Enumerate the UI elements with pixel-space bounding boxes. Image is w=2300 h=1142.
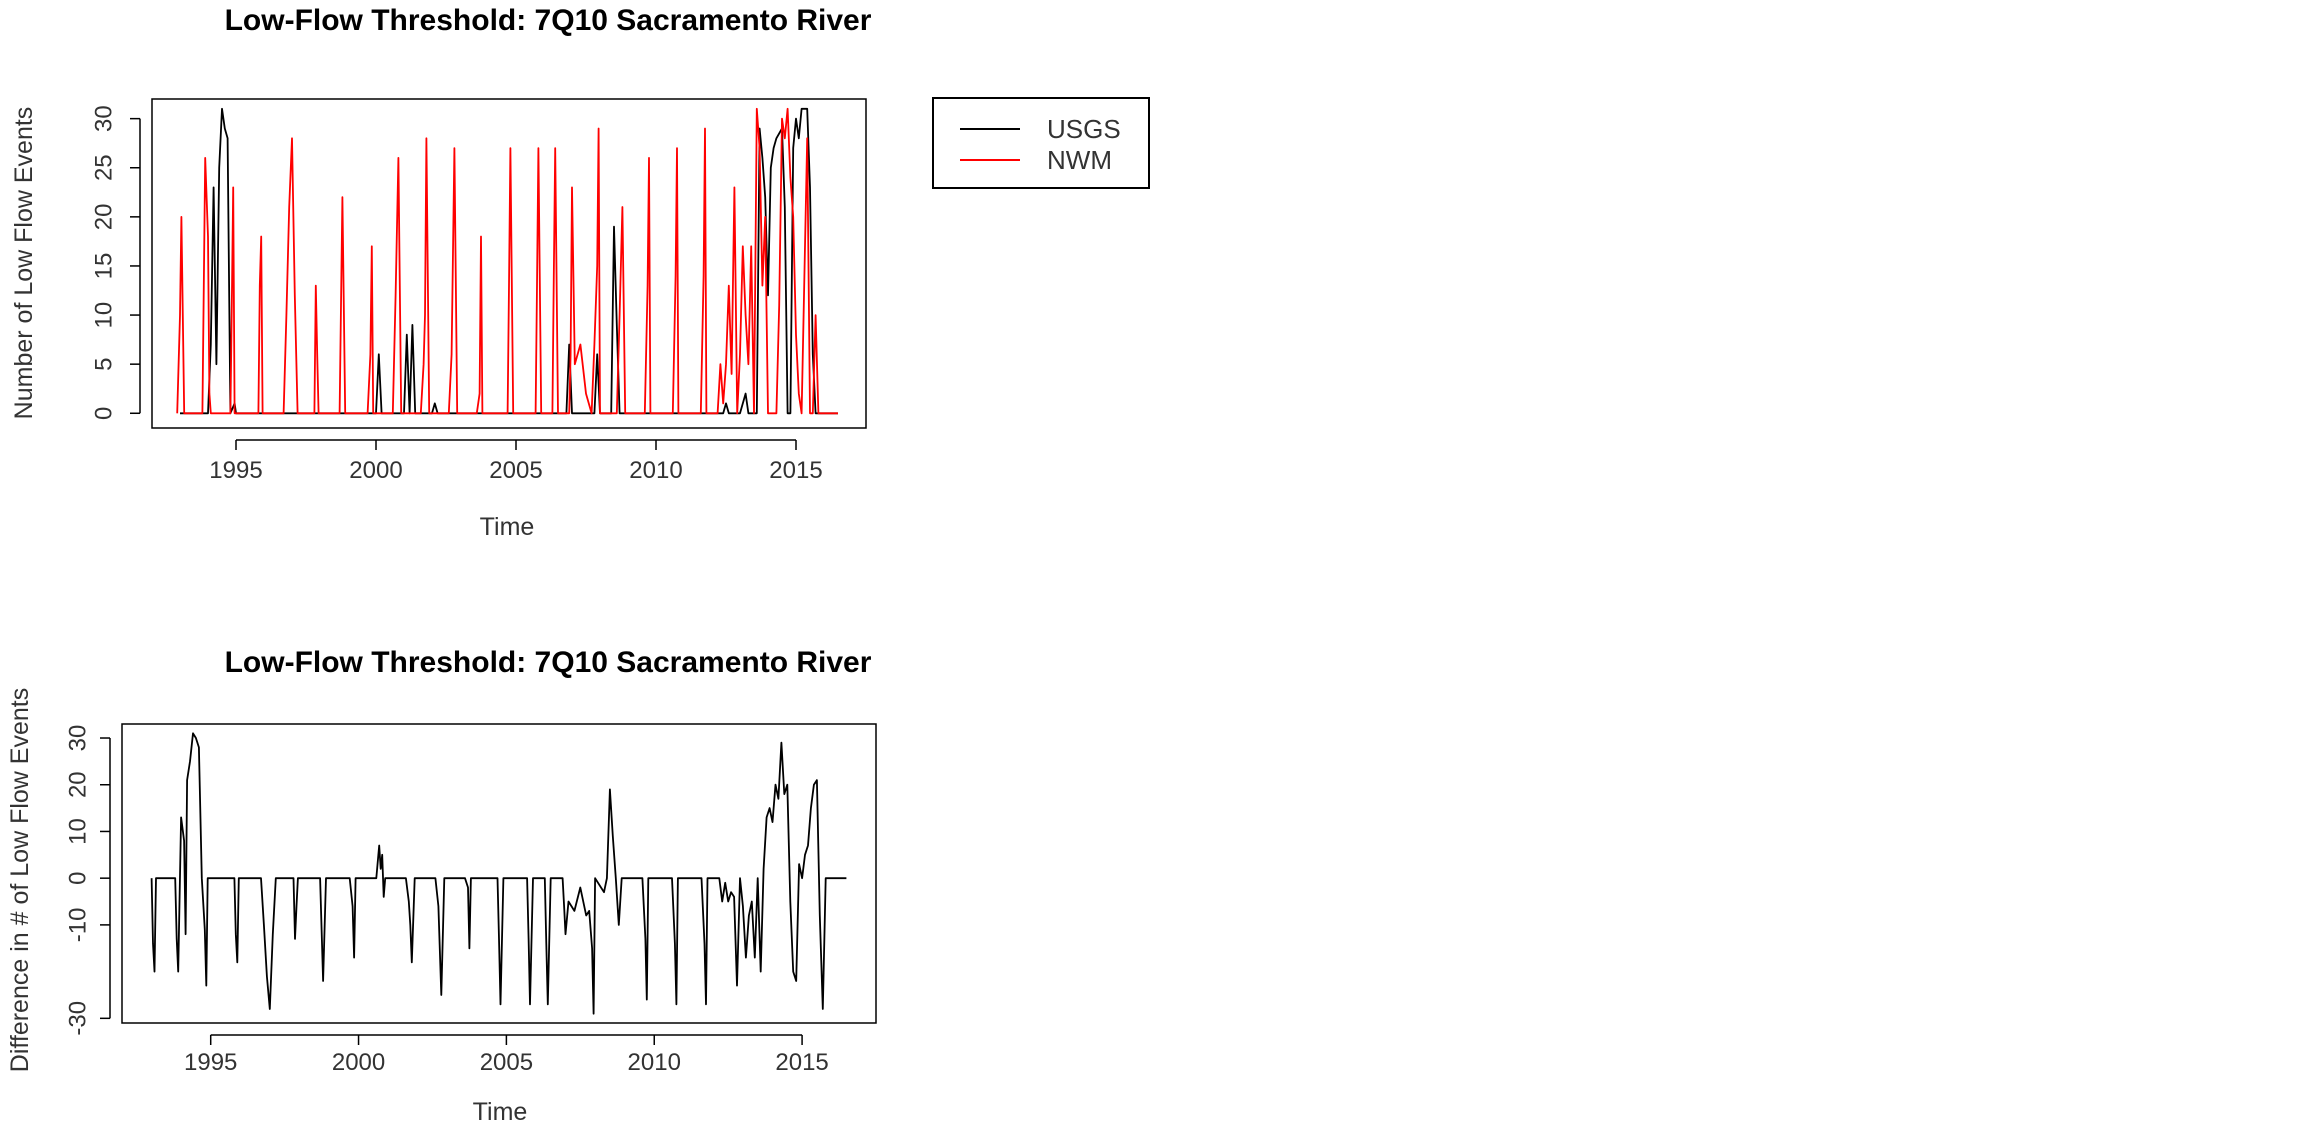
legend-nwm-label: NWM bbox=[1047, 145, 1112, 175]
bottom-chart-x-tick-label-2010: 2010 bbox=[628, 1049, 681, 1076]
top-chart-series-nwm-line bbox=[176, 107, 838, 415]
top-chart-y-axis-label: Number of Low Flow Events bbox=[10, 107, 38, 420]
bottom-chart-y-tick-label-20: 20 bbox=[64, 771, 91, 798]
top-chart-y-tick-label-25: 25 bbox=[90, 154, 117, 181]
bottom-chart-series-difference-line bbox=[150, 732, 847, 1015]
top-chart-x-axis-label: Time bbox=[480, 513, 535, 541]
bottom-chart-x-tick-label-1995: 1995 bbox=[184, 1049, 237, 1076]
bottom-chart-x-axis-label: Time bbox=[473, 1098, 528, 1126]
top-chart-y-tick-label-0: 0 bbox=[90, 407, 117, 420]
top-chart-y-tick-label-10: 10 bbox=[90, 302, 117, 329]
top-chart-x-tick-label-2010: 2010 bbox=[629, 457, 682, 484]
bottom-chart-x-tick-label-2015: 2015 bbox=[775, 1049, 828, 1076]
bottom-chart-x-tick-label-2000: 2000 bbox=[332, 1049, 385, 1076]
top-chart-y-tick-label-5: 5 bbox=[90, 358, 117, 371]
bottom-chart-y-tick-label-10: 10 bbox=[64, 818, 91, 845]
top-chart-x-tick-label-1995: 1995 bbox=[209, 457, 262, 484]
top-chart-x-tick-label-2005: 2005 bbox=[489, 457, 542, 484]
top-chart-x-tick-label-2015: 2015 bbox=[769, 457, 822, 484]
top-chart-y-tick-label-15: 15 bbox=[90, 253, 117, 280]
bottom-chart-title: Low-Flow Threshold: 7Q10 Sacramento Rive… bbox=[225, 646, 872, 679]
bottom-chart-plot-frame bbox=[121, 723, 877, 1024]
bottom-chart-x-tick-label-2005: 2005 bbox=[480, 1049, 533, 1076]
top-chart-plot-frame bbox=[151, 98, 867, 429]
top-chart-legend-box bbox=[932, 97, 1150, 189]
legend-usgs-label: USGS bbox=[1047, 114, 1121, 144]
top-chart-x-tick-label-2000: 2000 bbox=[349, 457, 402, 484]
bottom-chart-y-axis-label: Difference in # of Low Flow Events bbox=[6, 688, 34, 1072]
top-chart-title: Low-Flow Threshold: 7Q10 Sacramento Rive… bbox=[225, 4, 872, 37]
bottom-chart-y-tick-label--30: -30 bbox=[64, 1001, 91, 1036]
bottom-chart-y-tick-label-0: 0 bbox=[64, 872, 91, 885]
top-chart-y-tick-label-20: 20 bbox=[90, 204, 117, 231]
bottom-chart-y-tick-label-30: 30 bbox=[64, 725, 91, 752]
bottom-chart-y-tick-label--10: -10 bbox=[64, 908, 91, 943]
top-chart-legend: USGS NWM bbox=[932, 97, 1150, 189]
top-chart-y-tick-label-30: 30 bbox=[90, 105, 117, 132]
